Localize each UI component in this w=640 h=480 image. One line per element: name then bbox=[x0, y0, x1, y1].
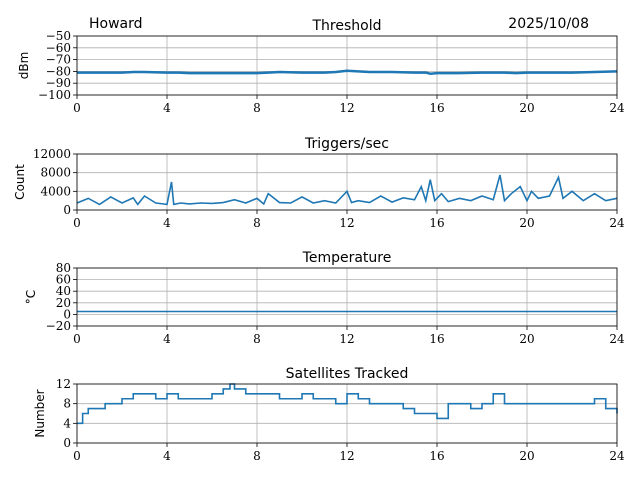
x-tick-label: 24 bbox=[609, 216, 625, 230]
x-tick-label: 24 bbox=[609, 449, 625, 463]
x-tick-label: 24 bbox=[609, 332, 625, 346]
y-tick-label: 8000 bbox=[40, 166, 71, 180]
y-tick-label: −80 bbox=[46, 64, 71, 78]
x-tick-label: 16 bbox=[429, 216, 444, 230]
panel-title: Satellites Tracked bbox=[286, 366, 409, 382]
y-tick-label: −100 bbox=[38, 88, 71, 102]
y-tick-label: −60 bbox=[46, 41, 71, 55]
y-tick-label: 4000 bbox=[40, 184, 71, 198]
x-tick-label: 0 bbox=[73, 449, 81, 463]
axes-frame bbox=[76, 153, 618, 211]
x-tick-label: 12 bbox=[339, 332, 354, 346]
panel-title: Temperature bbox=[302, 250, 392, 266]
y-axis-label: °C bbox=[24, 290, 38, 304]
x-tick-label: 16 bbox=[429, 101, 444, 115]
y-tick-label: 0 bbox=[63, 436, 71, 450]
x-tick-label: 8 bbox=[253, 332, 261, 346]
y-tick-label: 20 bbox=[56, 296, 71, 310]
x-tick-label: 0 bbox=[73, 332, 81, 346]
data-series-line bbox=[77, 69, 618, 76]
y-tick-label: 0 bbox=[63, 307, 71, 321]
y-axis-label: Number bbox=[33, 389, 47, 437]
axes-frame bbox=[76, 35, 618, 96]
x-tick-label: 16 bbox=[429, 449, 444, 463]
x-tick-label: 4 bbox=[163, 216, 171, 230]
y-tick-label: 60 bbox=[56, 273, 71, 287]
x-tick-label: 0 bbox=[73, 216, 81, 230]
x-tick-label: 12 bbox=[339, 216, 354, 230]
y-tick-label: 80 bbox=[56, 261, 71, 275]
x-tick-label: 12 bbox=[339, 101, 354, 115]
y-tick-label: −70 bbox=[46, 53, 71, 67]
y-tick-label: 12 bbox=[56, 377, 71, 391]
station-label: Howard bbox=[89, 16, 143, 32]
y-tick-label: −20 bbox=[46, 319, 71, 333]
y-tick-label: −90 bbox=[46, 76, 71, 90]
x-tick-label: 20 bbox=[519, 449, 534, 463]
x-tick-label: 8 bbox=[253, 101, 261, 115]
x-tick-label: 4 bbox=[163, 449, 171, 463]
x-tick-label: 16 bbox=[429, 332, 444, 346]
y-tick-label: −50 bbox=[46, 29, 71, 43]
y-tick-label: 4 bbox=[63, 416, 71, 430]
y-tick-label: 0 bbox=[63, 203, 71, 217]
y-tick-label: 8 bbox=[63, 397, 71, 411]
y-tick-label: 12000 bbox=[33, 147, 71, 161]
y-axis-label: Count bbox=[13, 164, 27, 200]
y-axis-label: dBm bbox=[17, 52, 31, 80]
x-tick-label: 20 bbox=[519, 216, 534, 230]
x-tick-label: 20 bbox=[519, 332, 534, 346]
panel-title: Threshold bbox=[312, 18, 382, 34]
x-tick-label: 8 bbox=[253, 449, 261, 463]
x-tick-label: 0 bbox=[73, 101, 81, 115]
x-tick-label: 4 bbox=[163, 101, 171, 115]
x-tick-label: 24 bbox=[609, 101, 625, 115]
date-label: 2025/10/08 bbox=[508, 16, 589, 32]
x-tick-label: 8 bbox=[253, 216, 261, 230]
data-series-line bbox=[77, 383, 618, 425]
axes-frame bbox=[76, 267, 618, 327]
data-series-line bbox=[76, 174, 618, 206]
y-tick-label: 40 bbox=[56, 284, 71, 298]
axes-frame bbox=[76, 383, 618, 444]
x-tick-label: 12 bbox=[339, 449, 354, 463]
x-tick-label: 4 bbox=[163, 332, 171, 346]
x-tick-label: 20 bbox=[519, 101, 534, 115]
panel-title: Triggers/sec bbox=[304, 136, 389, 152]
